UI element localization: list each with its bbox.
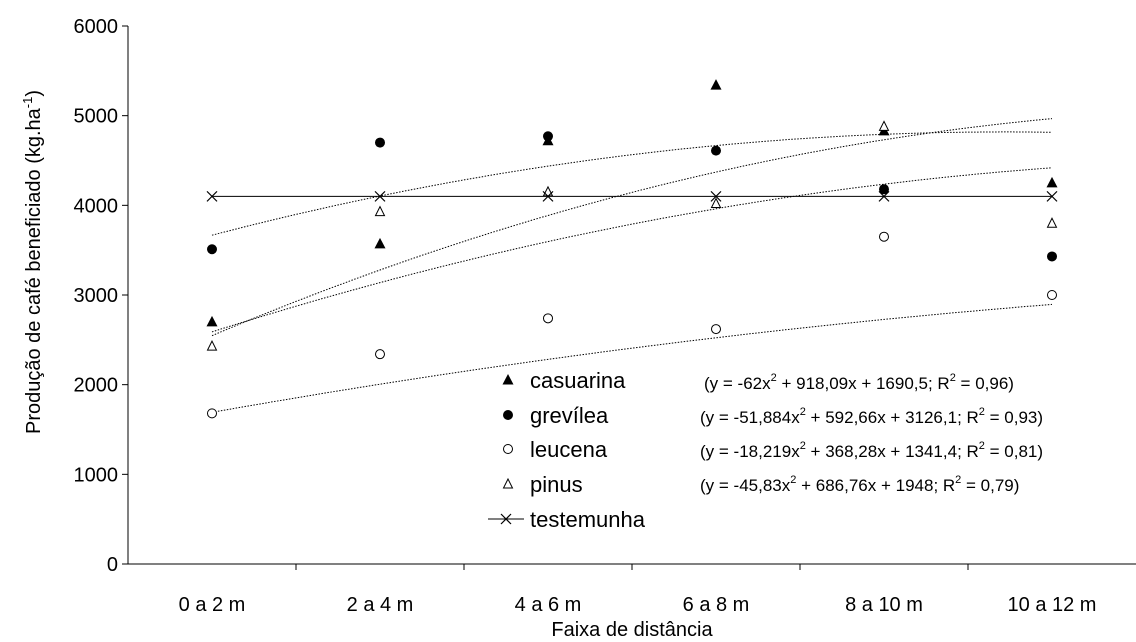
point-pinus — [1046, 217, 1058, 228]
y-tick-label: 0 — [107, 554, 118, 576]
x-tick-label: 6 a 8 m — [683, 594, 750, 616]
trendline-pinus — [211, 167, 1053, 333]
equation-superscript: 2 — [955, 474, 961, 486]
equation-text: (y = -62x — [704, 374, 771, 393]
legend-marker-testemunha — [500, 513, 512, 525]
point-grevílea — [879, 184, 889, 195]
point-testemunha — [374, 190, 386, 202]
point-leucena — [1047, 290, 1057, 300]
equation-text: + 686,76x + 1948; R — [796, 476, 955, 495]
equation-text: (y = -45,83x — [700, 476, 791, 495]
point-leucena — [711, 324, 721, 335]
point-grevílea — [207, 244, 217, 255]
cross-stroke — [206, 190, 218, 202]
y-tick-label: 6000 — [74, 16, 119, 38]
legend-label-grevílea: grevílea — [530, 403, 609, 428]
x-tick-label: 4 a 6 m — [515, 594, 582, 616]
equation-text: + 368,28x + 1341,4; R — [806, 442, 979, 461]
equation-text: = 0,79) — [961, 476, 1019, 495]
x-axis-title: Faixa de distância — [551, 619, 713, 641]
point-casuarina — [206, 315, 218, 327]
cross-stroke — [500, 513, 512, 525]
cross-stroke — [374, 190, 386, 202]
point-grevílea — [375, 137, 385, 148]
y-axis-title-sup: -1 — [20, 97, 35, 109]
point-pinus — [878, 120, 890, 131]
legend: casuarina grevílea leucena pinus testemunha — [488, 368, 646, 532]
y-tick-label: 3000 — [74, 285, 119, 307]
point-testemunha — [710, 190, 722, 202]
y-axis-title-main: Produção de café beneficiado (kg.ha — [23, 107, 45, 434]
point-leucena — [543, 313, 553, 324]
trendline-leucena — [211, 303, 1053, 413]
cross-stroke — [542, 190, 554, 202]
equation-superscript: 2 — [979, 406, 985, 418]
equation-text: = 0,81) — [985, 442, 1043, 461]
point-pinus — [206, 339, 218, 351]
y-axis-title-close: ) — [23, 90, 45, 97]
equation-superscript: 2 — [979, 440, 985, 452]
legend-label-testemunha: testemunha — [530, 507, 646, 532]
equation-4: (y = -45,83x2 + 686,76x + 1948; R2 = 0,7… — [700, 474, 1019, 495]
trendline-casuarina — [211, 118, 1053, 337]
point-leucena — [207, 408, 217, 419]
legend-marker-pinus — [502, 477, 514, 489]
trendlines — [211, 118, 1053, 413]
point-casuarina — [710, 79, 722, 90]
y-tick-label: 1000 — [74, 464, 119, 486]
trendline-grevílea — [211, 131, 1053, 236]
equations: (y = -62x2 + 918,09x + 1690,5; R2 = 0,96… — [700, 372, 1043, 495]
equation-text: (y = -18,219x — [700, 442, 800, 461]
equation-text: + 918,09x + 1690,5; R — [777, 374, 950, 393]
data-points — [206, 79, 1058, 419]
point-testemunha — [206, 190, 218, 202]
equation-text: (y = -51,884x — [700, 408, 800, 427]
equation-2: (y = -51,884x2 + 592,66x + 3126,1; R2 = … — [700, 406, 1043, 427]
legend-marker-leucena — [503, 444, 513, 454]
equation-text: + 592,66x + 3126,1; R — [806, 408, 979, 427]
point-testemunha — [878, 190, 890, 202]
y-axis-title: Produção de café beneficiado (kg.ha-1) — [20, 90, 45, 434]
legend-marker-casuarina — [502, 374, 514, 385]
cross-stroke — [878, 190, 890, 202]
y-tick-label: 4000 — [74, 195, 119, 217]
x-tick-label: 10 a 12 m — [1008, 594, 1097, 616]
axes: 0 1000 2000 3000 4000 5000 6000 0 a 2 m 2 a 4 m 4… — [74, 16, 1136, 616]
cross-stroke — [1046, 190, 1058, 202]
point-leucena — [375, 349, 385, 360]
legend-label-pinus: pinus — [530, 472, 583, 497]
legend-marker-grevílea — [503, 410, 513, 420]
equation-superscript: 2 — [790, 474, 796, 486]
x-tick-label: 2 a 4 m — [347, 594, 414, 616]
x-tick-label: 8 a 10 m — [845, 594, 923, 616]
point-testemunha — [1046, 190, 1058, 202]
equation-3: (y = -18,219x2 + 368,28x + 1341,4; R2 = … — [700, 440, 1043, 461]
y-tick-label: 2000 — [74, 375, 119, 397]
x-tick-label: 0 a 2 m — [179, 594, 246, 616]
equation-superscript: 2 — [950, 372, 956, 384]
point-casuarina — [374, 237, 386, 249]
legend-label-leucena: leucena — [530, 437, 608, 462]
equation-1: (y = -62x2 + 918,09x + 1690,5; R2 = 0,96… — [704, 372, 1014, 393]
equation-text: = 0,96) — [956, 374, 1014, 393]
equation-text: = 0,93) — [985, 408, 1043, 427]
equation-superscript: 2 — [771, 372, 777, 384]
point-pinus — [710, 197, 722, 209]
point-leucena — [879, 231, 889, 242]
point-grevílea — [543, 131, 553, 142]
equation-superscript: 2 — [800, 440, 806, 452]
equation-superscript: 2 — [800, 406, 806, 418]
point-grevílea — [711, 145, 721, 156]
point-casuarina — [1046, 176, 1058, 188]
cross-stroke — [710, 190, 722, 202]
legend-label-casuarina: casuarina — [530, 368, 626, 393]
y-tick-label: 5000 — [74, 106, 119, 128]
point-pinus — [542, 185, 554, 197]
point-testemunha — [542, 190, 554, 202]
point-grevílea — [1047, 251, 1057, 262]
point-pinus — [374, 205, 386, 217]
